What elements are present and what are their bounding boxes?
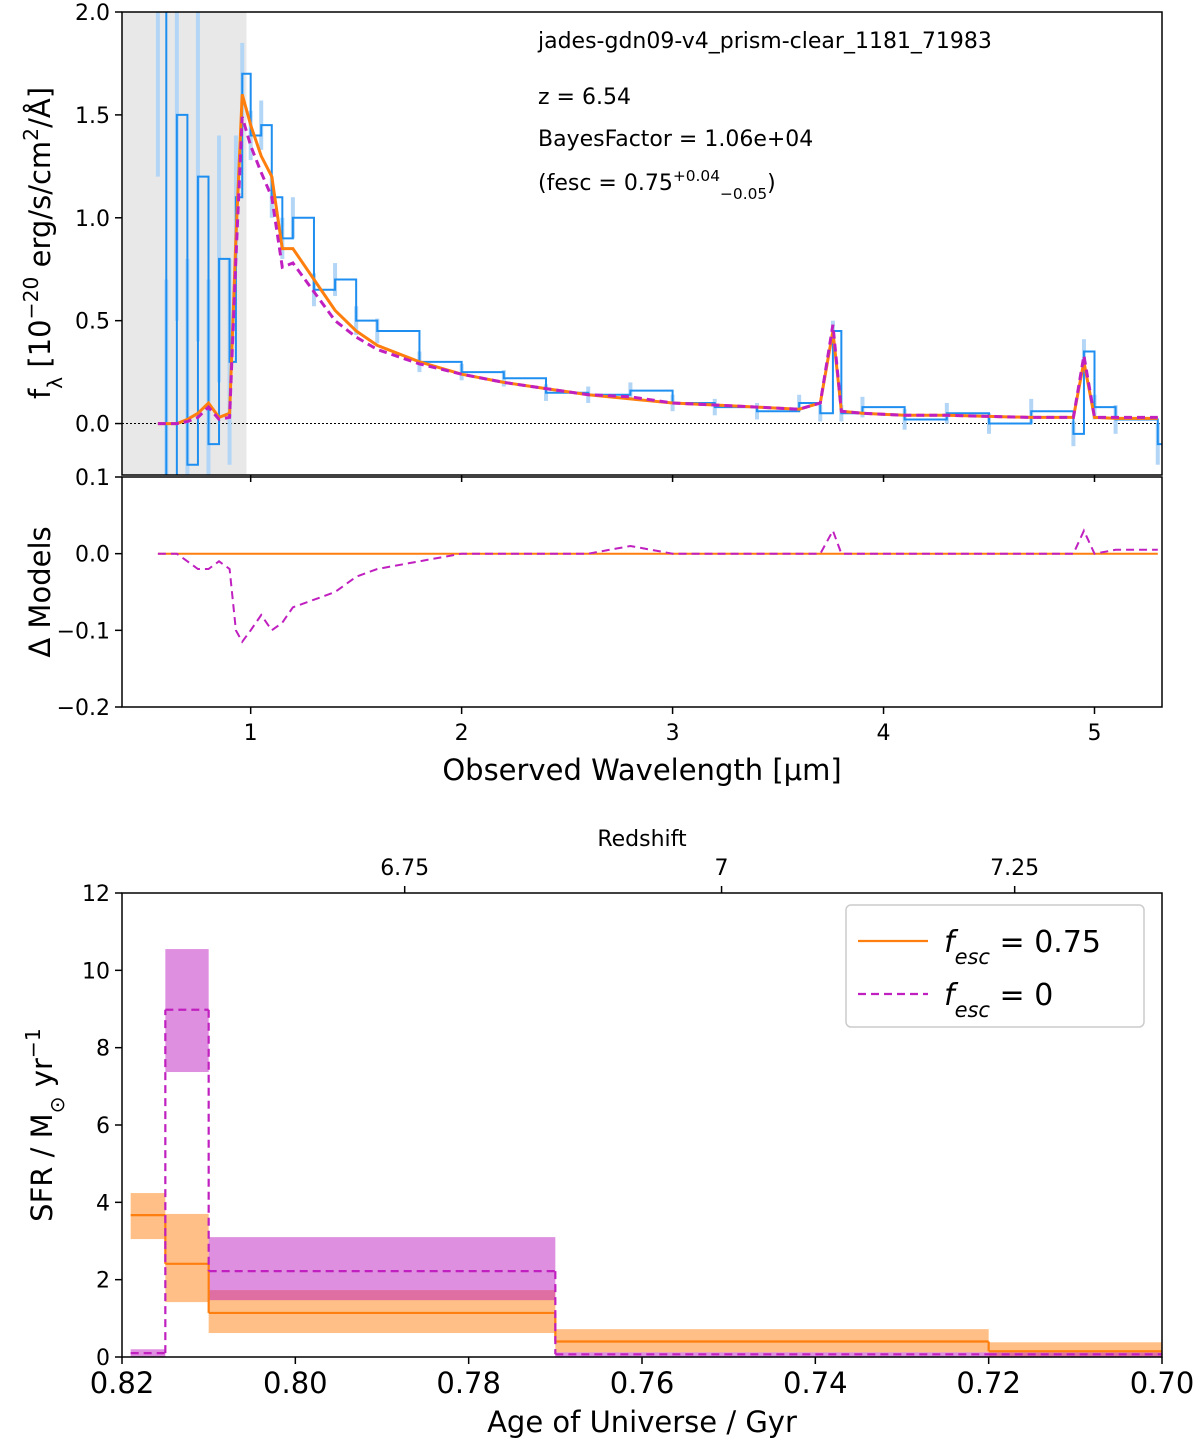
y-tick-label: 2 xyxy=(96,1269,110,1294)
y-axis-label-part: ⊙ xyxy=(45,1096,69,1113)
annotation: jades-gdn09-v4_prism-clear_1181_71983 xyxy=(537,29,992,54)
y-axis-label-part: 2 xyxy=(19,128,43,141)
top-x-tick-label: 7.25 xyxy=(990,856,1039,881)
x-tick-label: 0.78 xyxy=(436,1366,501,1400)
x-tick-label: 1 xyxy=(244,721,258,746)
annotation: z = 6.54 xyxy=(538,85,631,110)
x-tick-label: 0.82 xyxy=(90,1366,155,1400)
y-tick-label: 8 xyxy=(96,1037,110,1062)
x-tick-label: 5 xyxy=(1087,721,1101,746)
y-tick-label: 1.5 xyxy=(75,104,110,129)
y-axis-label: Δ Models xyxy=(23,526,57,657)
annotation: (fesc = 0.75+0.04−0.05) xyxy=(538,167,776,203)
x-tick-label: 2 xyxy=(455,721,469,746)
x-tick-label: 0.76 xyxy=(610,1366,675,1400)
y-tick-label: 0.5 xyxy=(75,310,110,335)
x-tick-label: 0.72 xyxy=(956,1366,1021,1400)
y-axis-label-part: [10 xyxy=(23,319,57,376)
y-tick-label: 0.0 xyxy=(75,413,110,438)
top-x-tick-label: 6.75 xyxy=(380,856,429,881)
y-axis-label-part: −1 xyxy=(21,1028,45,1058)
axes-frame xyxy=(121,11,1163,476)
y-tick-label: 2.0 xyxy=(75,1,110,26)
y-axis-label-part: f xyxy=(23,388,57,399)
top-x-tick-label: 7 xyxy=(715,856,729,881)
y-tick-label: 0 xyxy=(96,1346,110,1371)
x-tick-label: 4 xyxy=(877,721,891,746)
sfr-band xyxy=(165,1213,209,1303)
y-axis-label-part: λ xyxy=(43,377,67,389)
y-axis-label: SFR / M⊙ yr−1 xyxy=(21,1028,69,1222)
y-tick-label: −0.1 xyxy=(57,619,110,644)
model-line xyxy=(157,116,1158,426)
sfr-band xyxy=(988,1352,1162,1357)
y-tick-label: 0.0 xyxy=(75,543,110,568)
y-axis-label-part: erg/s/cm xyxy=(23,141,57,277)
y-axis-label-part: −20 xyxy=(19,277,43,320)
y-tick-label: 10 xyxy=(82,959,110,984)
annotation-part: +0.04 xyxy=(673,167,720,185)
x-tick-label: 3 xyxy=(666,721,680,746)
legend-label-part: = 0.75 xyxy=(990,925,1101,960)
shaded-region xyxy=(122,12,247,475)
axes-frame xyxy=(121,476,1163,708)
x-axis-label: Age of Universe / Gyr xyxy=(487,1405,797,1439)
y-tick-label: 0.1 xyxy=(75,466,110,491)
sfr-band xyxy=(555,1352,989,1357)
x-tick-label: 0.74 xyxy=(783,1366,848,1400)
y-tick-label: −0.2 xyxy=(57,696,110,721)
delta-line xyxy=(157,528,1158,644)
x-tick-label: 0.70 xyxy=(1130,1366,1195,1400)
legend-label-part: = 0 xyxy=(990,978,1053,1013)
annotation-part: −0.05 xyxy=(720,185,767,203)
y-axis-label: fλ [10−20 erg/s/cm2/Å] xyxy=(19,87,67,399)
legend-box xyxy=(845,904,1145,1028)
y-tick-label: 4 xyxy=(96,1191,110,1216)
sfr-band xyxy=(208,1237,556,1301)
y-tick-label: 1.0 xyxy=(75,207,110,232)
annotation-part: ) xyxy=(767,171,776,196)
legend-label-part: esc xyxy=(955,998,991,1022)
annotation: BayesFactor = 1.06e+04 xyxy=(538,127,813,152)
x-axis-label: Observed Wavelength [μm] xyxy=(442,753,841,787)
y-axis-label-part: SFR / M xyxy=(25,1113,59,1221)
annotation-part: (fesc = 0.75 xyxy=(538,171,673,196)
y-axis-label-part: /Å] xyxy=(23,87,57,128)
x-tick-label: 0.80 xyxy=(263,1366,328,1400)
y-axis-label-part: yr xyxy=(25,1058,59,1096)
legend-label: fesc = 0 xyxy=(944,978,1053,1022)
top-x-axis-label: Redshift xyxy=(597,827,687,852)
y-tick-label: 12 xyxy=(82,882,110,907)
y-tick-label: 6 xyxy=(96,1114,110,1139)
legend-label-part: esc xyxy=(955,945,991,969)
